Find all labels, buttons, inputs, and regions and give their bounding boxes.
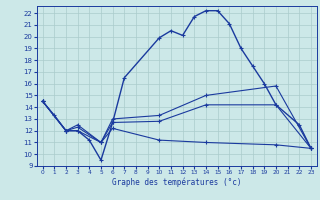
- X-axis label: Graphe des températures (°c): Graphe des températures (°c): [112, 178, 242, 187]
